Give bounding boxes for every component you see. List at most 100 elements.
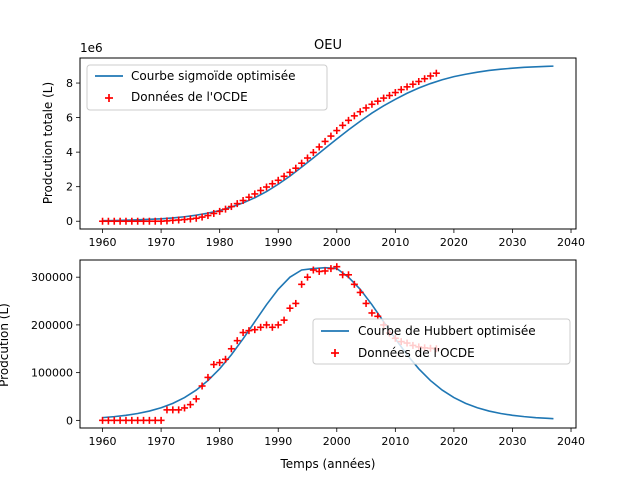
x-tick-label: 2020 bbox=[440, 236, 468, 249]
axes-frame bbox=[79, 57, 577, 230]
data-point bbox=[263, 183, 271, 191]
data-point bbox=[128, 217, 136, 225]
data-point bbox=[116, 416, 124, 424]
data-point bbox=[309, 266, 317, 274]
data-point bbox=[216, 359, 224, 367]
data-point bbox=[151, 416, 159, 424]
x-tick-label: 1990 bbox=[264, 236, 292, 249]
legend-marker-swatch bbox=[105, 94, 113, 102]
data-point bbox=[327, 132, 335, 140]
y-tick-label: 0 bbox=[66, 215, 73, 228]
axes-frame bbox=[79, 259, 577, 429]
data-point bbox=[186, 401, 194, 409]
data-point bbox=[140, 217, 148, 225]
x-tick-label: 1990 bbox=[264, 435, 292, 448]
data-point bbox=[403, 83, 411, 91]
data-point bbox=[251, 326, 259, 334]
data-point bbox=[304, 154, 312, 162]
x-tick-label: 2000 bbox=[323, 435, 351, 448]
legend: Courbe sigmoïde optimisée Données de l'O… bbox=[86, 64, 328, 111]
data-point bbox=[286, 304, 294, 312]
x-axis-label: Temps (années) bbox=[280, 457, 376, 471]
data-point bbox=[122, 217, 130, 225]
y-axis-label: Prodcution (L) bbox=[0, 303, 11, 387]
hubbert-chart: 1960 1970 1980 1990 2000 2010 2020 2030 2040 0 10… bbox=[0, 259, 585, 471]
data-point bbox=[198, 213, 206, 221]
data-point bbox=[186, 215, 194, 223]
sigmoid-chart: OEU 1e6 1960 1970 1980 1990 2000 2010 2020 2030… bbox=[41, 38, 585, 249]
data-point bbox=[280, 172, 288, 180]
data-point bbox=[421, 75, 429, 83]
data-point bbox=[204, 212, 212, 220]
data-point bbox=[233, 200, 241, 208]
legend-label: Données de l'OCDE bbox=[358, 346, 475, 360]
data-point bbox=[368, 309, 376, 317]
data-point bbox=[163, 217, 171, 225]
data-point bbox=[181, 216, 189, 223]
data-point bbox=[309, 148, 317, 156]
data-point bbox=[245, 193, 253, 201]
legend-marker-swatch bbox=[331, 349, 339, 357]
data-point bbox=[362, 104, 370, 112]
chart-title: OEU bbox=[314, 38, 342, 53]
legend-box bbox=[86, 64, 328, 111]
data-point bbox=[163, 406, 171, 414]
data-point bbox=[134, 217, 142, 225]
data-point bbox=[216, 207, 224, 215]
y-axis: 0 100000 200000 300000 bbox=[31, 271, 80, 427]
data-point bbox=[198, 382, 206, 390]
data-point bbox=[210, 361, 218, 369]
legend-label: Courbe sigmoïde optimisée bbox=[131, 69, 296, 83]
y-tick-label: 8 bbox=[66, 77, 73, 90]
x-tick-label: 2040 bbox=[557, 435, 585, 448]
data-point bbox=[333, 263, 341, 271]
data-point bbox=[298, 280, 306, 288]
data-point bbox=[192, 214, 200, 222]
data-point bbox=[239, 329, 247, 337]
y-tick-label: 4 bbox=[66, 146, 73, 159]
y-tick-label: 0 bbox=[66, 414, 73, 427]
data-point bbox=[304, 273, 312, 281]
data-point bbox=[151, 217, 159, 225]
legend-label: Données de l'OCDE bbox=[131, 90, 248, 104]
x-tick-label: 1980 bbox=[206, 435, 234, 448]
data-point bbox=[140, 416, 148, 424]
data-point bbox=[134, 416, 142, 424]
data-point bbox=[339, 271, 347, 279]
data-point bbox=[99, 416, 107, 424]
data-point bbox=[233, 337, 241, 345]
data-point bbox=[397, 86, 405, 94]
data-point bbox=[157, 416, 165, 424]
data-point bbox=[344, 271, 352, 279]
data-point bbox=[286, 168, 294, 176]
data-point bbox=[104, 416, 112, 424]
data-point bbox=[175, 406, 183, 414]
data-point bbox=[362, 299, 370, 307]
data-point bbox=[245, 327, 253, 335]
x-axis: 1960 1970 1980 1990 2000 2010 2020 2030 2040 bbox=[89, 229, 585, 249]
data-point bbox=[415, 77, 423, 85]
x-tick-label: 1980 bbox=[206, 236, 234, 249]
data-point bbox=[333, 127, 341, 135]
data-point bbox=[315, 267, 323, 275]
data-point bbox=[263, 321, 271, 329]
legend: Courbe de Hubbert optimisée Données de l… bbox=[312, 318, 571, 365]
data-point bbox=[350, 280, 358, 288]
y-tick-label: 300000 bbox=[31, 271, 73, 284]
x-tick-label: 1960 bbox=[89, 435, 117, 448]
data-point bbox=[356, 108, 364, 116]
x-tick-label: 2010 bbox=[381, 435, 409, 448]
x-tick-label: 2020 bbox=[440, 435, 468, 448]
data-point bbox=[350, 112, 358, 120]
legend-box bbox=[312, 318, 571, 365]
data-point bbox=[257, 186, 265, 194]
legend-label: Courbe de Hubbert optimisée bbox=[358, 324, 536, 338]
data-point bbox=[327, 265, 335, 273]
y-tick-label: 2 bbox=[66, 181, 73, 194]
plot-area bbox=[99, 65, 554, 225]
data-point bbox=[356, 288, 364, 296]
data-point bbox=[280, 316, 288, 324]
data-point bbox=[274, 176, 282, 184]
data-point bbox=[227, 345, 235, 353]
data-point bbox=[321, 267, 329, 275]
